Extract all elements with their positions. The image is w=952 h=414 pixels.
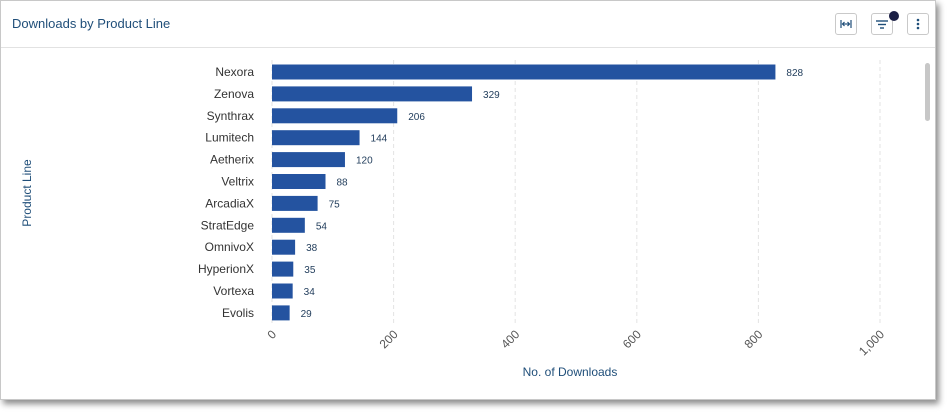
data-label: 88 <box>337 178 349 189</box>
x-tick-label: 400 <box>498 327 522 351</box>
y-tick-labels: Nexora Zenova Synthrax Lumitech Aetherix Velt… <box>198 65 254 320</box>
data-label: 828 <box>786 68 803 79</box>
more-options-button[interactable] <box>907 13 929 35</box>
bars-layer <box>272 64 776 321</box>
bar[interactable] <box>272 283 293 299</box>
x-tick-label: 200 <box>377 327 401 351</box>
data-label: 144 <box>371 134 388 145</box>
x-tick-label: 800 <box>741 327 765 351</box>
y-tick-label: Veltrix <box>221 175 254 189</box>
bar[interactable] <box>272 64 776 80</box>
y-tick-label: Synthrax <box>207 109 254 123</box>
bar[interactable] <box>272 305 290 321</box>
data-label: 34 <box>304 287 316 298</box>
more-vertical-icon <box>916 18 920 30</box>
bar[interactable] <box>272 239 296 255</box>
y-tick-label: Lumitech <box>205 131 254 145</box>
data-label: 35 <box>304 265 316 276</box>
filter-active-badge <box>889 11 899 21</box>
x-tick-label: 600 <box>620 327 644 351</box>
y-tick-label: StratEdge <box>201 218 255 232</box>
y-tick-label: ArcadiaX <box>205 196 254 210</box>
y-tick-label: HyperionX <box>198 262 254 276</box>
fit-width-button[interactable] <box>835 13 857 35</box>
bar[interactable] <box>272 152 345 168</box>
card-header: Downloads by Product Line <box>1 1 935 48</box>
y-tick-label: Zenova <box>214 87 254 101</box>
bar[interactable] <box>272 195 318 211</box>
y-tick-label: Aetherix <box>210 153 254 167</box>
bar-chart: Nexora Zenova Synthrax Lumitech Aetherix Velt… <box>20 60 887 379</box>
bar[interactable] <box>272 261 294 277</box>
card-title: Downloads by Product Line <box>12 16 171 31</box>
grid-layer <box>271 60 881 325</box>
data-label: 54 <box>316 221 328 232</box>
x-axis-title: No. of Downloads <box>523 365 618 379</box>
bar[interactable] <box>272 174 326 189</box>
y-tick-label: Evolis <box>222 306 254 320</box>
data-label: 38 <box>306 243 318 254</box>
y-tick-label: OmnivoX <box>205 240 254 254</box>
y-axis-title: Product Line <box>20 159 34 227</box>
data-label: 329 <box>483 90 500 101</box>
filter-button[interactable] <box>871 13 893 35</box>
bar[interactable] <box>272 108 398 124</box>
scrollbar-thumb[interactable] <box>925 63 930 121</box>
x-tick-label: 0 <box>264 327 279 342</box>
y-tick-label: Nexora <box>215 65 254 79</box>
data-label: 75 <box>329 199 341 210</box>
x-tick-label: 1,000 <box>856 327 887 358</box>
fit-width-icon <box>840 20 852 28</box>
bar[interactable] <box>272 130 360 146</box>
data-label: 206 <box>408 112 425 123</box>
filter-icon <box>876 20 888 29</box>
bar[interactable] <box>272 86 473 102</box>
data-label: 120 <box>356 156 373 167</box>
data-label: 29 <box>301 309 313 320</box>
bar[interactable] <box>272 217 305 233</box>
x-tick-labels: 0 200 400 600 800 1,000 <box>264 327 887 358</box>
y-tick-label: Vortexa <box>213 284 254 298</box>
